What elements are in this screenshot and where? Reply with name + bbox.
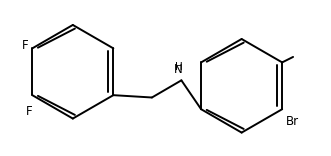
Text: F: F <box>26 105 33 117</box>
Text: F: F <box>23 39 29 52</box>
Text: Br: Br <box>285 115 299 128</box>
Text: N: N <box>174 63 183 76</box>
Text: H: H <box>175 62 183 72</box>
